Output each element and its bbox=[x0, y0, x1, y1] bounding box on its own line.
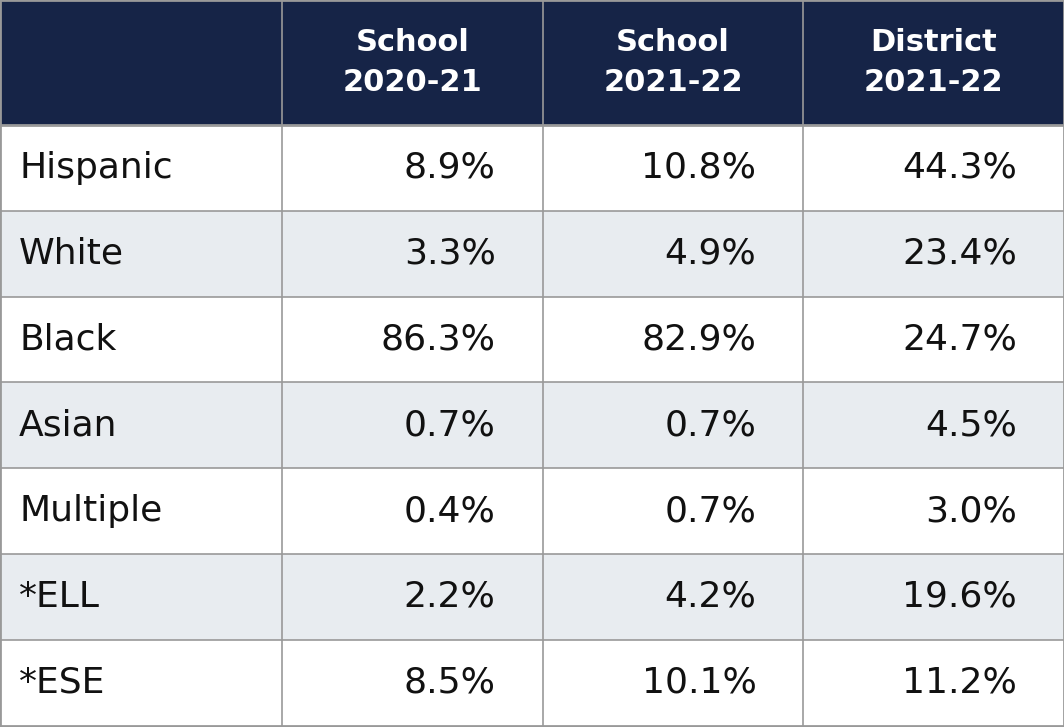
Text: Multiple: Multiple bbox=[19, 494, 163, 528]
Text: 3.3%: 3.3% bbox=[404, 237, 496, 270]
Text: 8.9%: 8.9% bbox=[404, 151, 496, 185]
Bar bbox=[0, 382, 282, 468]
Text: School: School bbox=[616, 28, 730, 57]
Text: 4.2%: 4.2% bbox=[665, 580, 757, 614]
Bar bbox=[543, 554, 803, 640]
Text: 2020-21: 2020-21 bbox=[343, 68, 482, 97]
Bar bbox=[803, 640, 1064, 726]
Bar bbox=[803, 211, 1064, 297]
Text: 0.7%: 0.7% bbox=[665, 409, 757, 442]
Text: 0.4%: 0.4% bbox=[404, 494, 496, 528]
Bar bbox=[543, 382, 803, 468]
Bar bbox=[543, 297, 803, 382]
Bar bbox=[0, 640, 282, 726]
Text: 24.7%: 24.7% bbox=[902, 323, 1017, 356]
Text: 0.7%: 0.7% bbox=[404, 409, 496, 442]
Text: Black: Black bbox=[19, 323, 117, 356]
Bar bbox=[282, 125, 543, 211]
Text: 10.8%: 10.8% bbox=[642, 151, 757, 185]
Bar bbox=[803, 0, 1064, 125]
Bar bbox=[803, 554, 1064, 640]
Text: School: School bbox=[355, 28, 469, 57]
Bar bbox=[543, 468, 803, 554]
Bar bbox=[803, 382, 1064, 468]
Text: 3.0%: 3.0% bbox=[926, 494, 1017, 528]
Bar bbox=[282, 468, 543, 554]
Text: 2021-22: 2021-22 bbox=[603, 68, 743, 97]
Text: 19.6%: 19.6% bbox=[902, 580, 1017, 614]
Text: 0.7%: 0.7% bbox=[665, 494, 757, 528]
Text: Hispanic: Hispanic bbox=[19, 151, 172, 185]
Bar bbox=[543, 0, 803, 125]
Bar bbox=[0, 297, 282, 382]
Bar bbox=[282, 297, 543, 382]
Bar bbox=[543, 211, 803, 297]
Text: 44.3%: 44.3% bbox=[902, 151, 1017, 185]
Text: 86.3%: 86.3% bbox=[381, 323, 496, 356]
Bar bbox=[803, 297, 1064, 382]
Text: 4.9%: 4.9% bbox=[665, 237, 757, 270]
Text: District: District bbox=[870, 28, 997, 57]
Text: *ESE: *ESE bbox=[19, 666, 105, 699]
Bar bbox=[282, 382, 543, 468]
Text: Asian: Asian bbox=[19, 409, 118, 442]
Text: *ELL: *ELL bbox=[19, 580, 100, 614]
Text: White: White bbox=[19, 237, 124, 270]
Text: 4.5%: 4.5% bbox=[926, 409, 1017, 442]
Bar bbox=[0, 0, 282, 125]
Bar bbox=[0, 554, 282, 640]
Bar bbox=[0, 211, 282, 297]
Text: 8.5%: 8.5% bbox=[403, 666, 496, 699]
Text: 2.2%: 2.2% bbox=[404, 580, 496, 614]
Bar bbox=[543, 125, 803, 211]
Text: 82.9%: 82.9% bbox=[642, 323, 757, 356]
Bar bbox=[282, 554, 543, 640]
Bar bbox=[0, 468, 282, 554]
Bar bbox=[282, 640, 543, 726]
Bar bbox=[803, 125, 1064, 211]
Text: 23.4%: 23.4% bbox=[902, 237, 1017, 270]
Bar bbox=[282, 211, 543, 297]
Bar bbox=[0, 125, 282, 211]
Text: 2021-22: 2021-22 bbox=[864, 68, 1003, 97]
Text: 11.2%: 11.2% bbox=[902, 666, 1017, 699]
Text: 10.1%: 10.1% bbox=[642, 666, 757, 699]
Bar bbox=[803, 468, 1064, 554]
Bar bbox=[282, 0, 543, 125]
Bar bbox=[543, 640, 803, 726]
